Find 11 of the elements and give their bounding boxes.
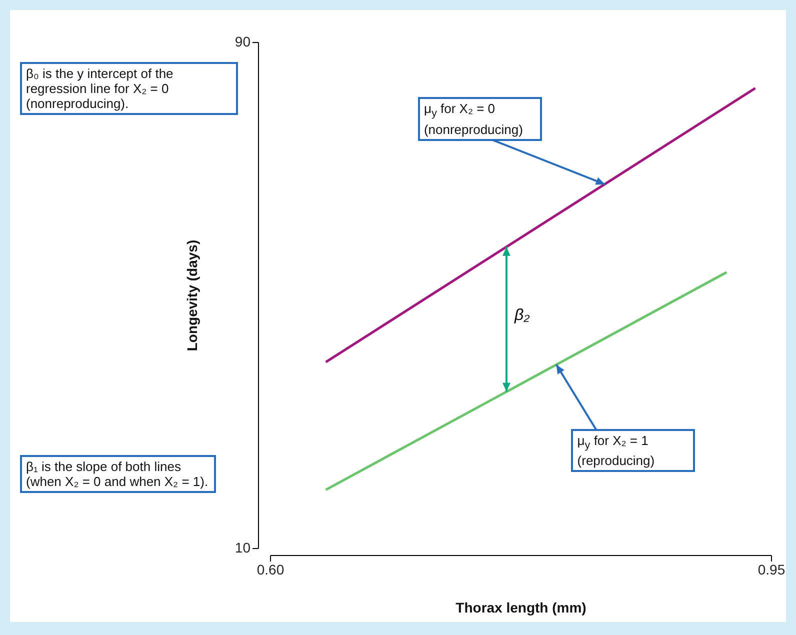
x-axis-title: Thorax length (mm) (456, 600, 586, 616)
text: β₀ is the y intercept of the regression line for X₂ = 0 (nonreproducing). (20, 62, 238, 115)
text: β₁ is the slope of both lines (when X₂ = 0 and when X₂ = 1). (20, 455, 216, 493)
x-tick-label: 0.95 (758, 562, 786, 578)
annotation: β₂ (514, 307, 530, 326)
y-tick-label: 90 (234, 34, 251, 50)
annotation: μ$_{y}$ for X₂ = 0 (nonreproducing) (418, 97, 542, 141)
y-axis-title: Longevity (days) (184, 240, 200, 352)
annotation: μ$_{y}$ for X₂ = 1 (reproducing) (571, 428, 696, 472)
x-tick-label: 0.60 (256, 562, 284, 578)
y-tick-label: 10 (234, 540, 251, 556)
